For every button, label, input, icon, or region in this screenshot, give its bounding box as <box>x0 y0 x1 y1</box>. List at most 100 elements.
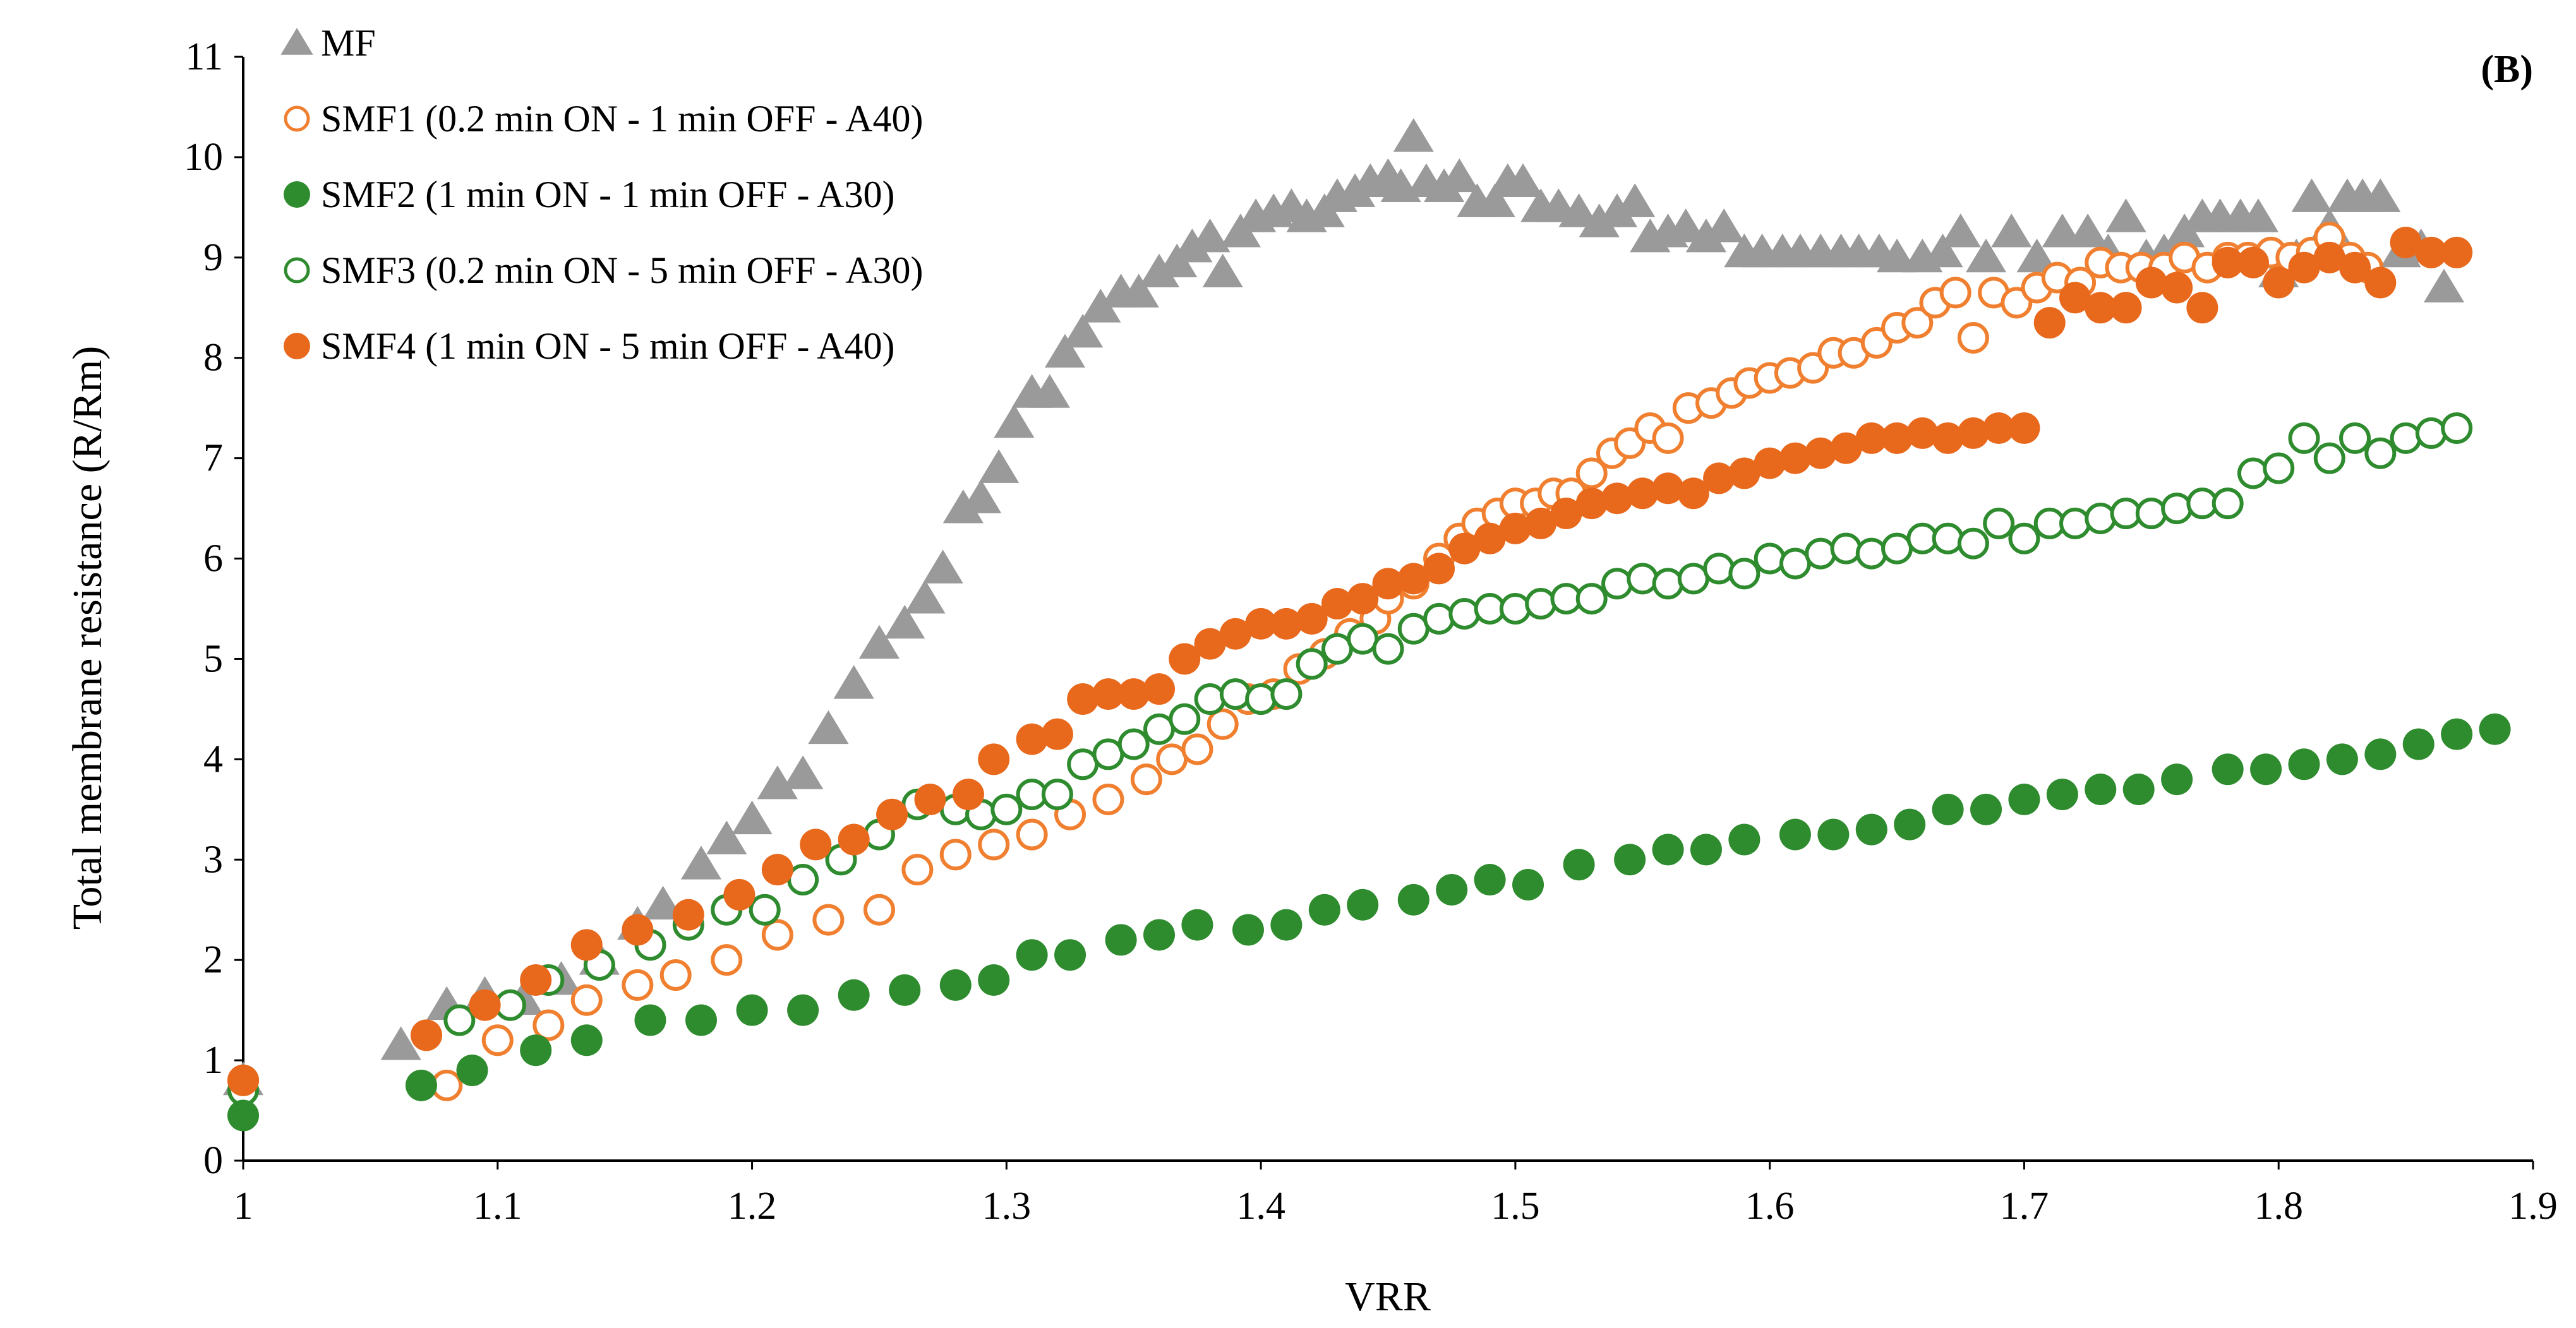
data-point <box>672 899 704 931</box>
data-point <box>2161 272 2193 304</box>
data-point <box>1270 607 1303 640</box>
data-point <box>1207 708 1239 740</box>
data-point <box>2479 713 2511 745</box>
x-tick-label: 1 <box>234 1185 253 1228</box>
data-point <box>1499 512 1531 544</box>
data-point <box>520 1034 552 1067</box>
data-point <box>1704 208 1745 242</box>
data-point <box>2059 507 2091 539</box>
data-point <box>1117 728 1150 760</box>
data-point <box>659 959 692 991</box>
data-point <box>1202 253 1243 288</box>
data-point <box>456 1054 488 1086</box>
data-point <box>723 878 755 911</box>
data-point <box>1922 233 1963 268</box>
data-point <box>876 798 908 830</box>
data-point <box>838 979 870 1011</box>
data-point <box>2423 268 2465 302</box>
series-smf3 <box>227 412 2473 1106</box>
data-point <box>570 929 603 961</box>
data-point <box>838 823 870 856</box>
data-point <box>1245 683 1277 715</box>
x-axis-title: VRR <box>1345 1274 1431 1320</box>
data-point <box>2390 422 2422 454</box>
x-tick-label: 1.6 <box>1745 1185 1795 1228</box>
data-point <box>2415 417 2447 449</box>
data-point <box>783 755 824 789</box>
data-point <box>2402 728 2435 760</box>
data-point <box>2364 437 2397 469</box>
data-point <box>1855 422 1887 454</box>
data-point <box>2008 412 2040 444</box>
data-point <box>1932 522 1964 554</box>
legend-marker <box>280 28 313 55</box>
data-point <box>1117 678 1150 710</box>
data-point <box>2326 743 2358 775</box>
data-point <box>1677 477 1709 510</box>
data-point <box>942 489 984 523</box>
data-point <box>2059 282 2091 314</box>
data-point <box>2110 292 2142 324</box>
data-point <box>1041 718 1073 750</box>
data-point <box>1016 939 1048 971</box>
data-point <box>1627 563 1659 595</box>
panel-label: (B) <box>2481 48 2533 91</box>
data-point <box>1805 537 1837 570</box>
data-point <box>2313 241 2345 273</box>
data-point <box>2263 452 2295 484</box>
data-point <box>1296 648 1328 680</box>
data-point <box>1881 422 1913 454</box>
data-point <box>2033 307 2066 339</box>
data-point <box>808 710 849 745</box>
data-point <box>1932 422 1964 454</box>
data-point <box>1436 873 1468 906</box>
legend-item: MF <box>280 22 376 64</box>
data-point <box>1270 678 1303 710</box>
data-point <box>1423 553 1455 585</box>
data-point <box>1703 462 1735 494</box>
data-point <box>833 665 874 699</box>
y-tick-label: 1 <box>203 1039 223 1082</box>
data-point <box>952 778 984 810</box>
data-point <box>1601 568 1633 600</box>
data-point <box>2067 213 2109 248</box>
data-point <box>1665 208 1706 242</box>
data-point <box>1601 482 1633 515</box>
data-point <box>1502 163 1544 198</box>
data-point <box>443 1004 476 1036</box>
data-point <box>1270 909 1303 941</box>
data-point <box>1474 522 1506 554</box>
y-tick-label: 2 <box>203 938 223 981</box>
data-point <box>520 964 552 996</box>
data-point <box>1558 193 1599 227</box>
data-point <box>1575 583 1608 615</box>
series-smf2 <box>227 713 2511 1132</box>
series-mf <box>222 118 2465 1096</box>
data-point <box>1439 158 1480 193</box>
x-tick-label: 1.9 <box>2508 1185 2558 1228</box>
data-point <box>1652 422 1684 454</box>
data-point <box>978 449 1020 483</box>
legend-item: SMF3 (0.2 min ON - 5 min OFF - A30) <box>284 249 923 291</box>
data-point <box>1105 924 1137 956</box>
data-point <box>2237 198 2279 232</box>
data-point <box>978 964 1010 996</box>
data-point <box>1372 633 1404 665</box>
data-point <box>1245 607 1277 640</box>
data-point <box>680 846 722 880</box>
data-point <box>1448 597 1481 630</box>
data-point <box>1016 723 1048 755</box>
data-point <box>1894 808 1926 840</box>
data-point <box>960 479 1002 513</box>
data-point <box>863 894 895 926</box>
data-point <box>1067 683 1099 715</box>
data-point <box>2441 412 2473 444</box>
data-point <box>889 974 921 1006</box>
data-point <box>2441 718 2473 750</box>
data-point <box>2250 753 2282 786</box>
data-point <box>1817 818 1850 851</box>
data-point <box>800 829 832 861</box>
x-tick-label: 1.8 <box>2254 1185 2303 1228</box>
data-point <box>757 765 798 799</box>
